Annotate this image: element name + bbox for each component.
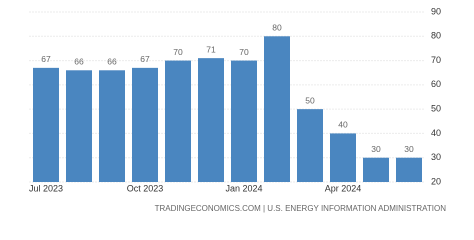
- x-tick-label: Jul 2023: [29, 183, 63, 193]
- value-label: 70: [239, 47, 249, 57]
- y-tick-label: 50: [431, 104, 441, 114]
- bar: [99, 70, 125, 182]
- bar: [264, 36, 290, 183]
- value-label: 50: [305, 95, 315, 105]
- y-tick-label: 20: [431, 176, 441, 186]
- value-label: 71: [206, 44, 216, 54]
- bar: [396, 157, 422, 182]
- bar: [363, 157, 389, 182]
- y-tick-label: 30: [431, 152, 441, 162]
- value-label: 67: [140, 54, 150, 64]
- x-tick-label: Oct 2023: [127, 183, 164, 193]
- value-label: 67: [41, 54, 51, 64]
- bar: [297, 109, 323, 182]
- bar: [66, 70, 92, 182]
- bar: [330, 133, 356, 182]
- y-tick-label: 90: [431, 6, 441, 16]
- bar: [231, 60, 257, 183]
- value-label: 70: [173, 47, 183, 57]
- bar: [33, 67, 59, 182]
- source-note: TRADINGECONOMICS.COM | U.S. ENERGY INFOR…: [155, 204, 447, 213]
- page: {"chart_data": {"type": "bar", "categori…: [28, 6, 447, 214]
- value-label: 30: [404, 144, 414, 154]
- y-tick-label: 60: [431, 79, 441, 89]
- value-label: 30: [371, 144, 381, 154]
- y-tick-label: 70: [431, 55, 441, 65]
- bar: [198, 58, 224, 183]
- y-tick-label: 80: [431, 31, 441, 41]
- value-label: 66: [74, 57, 84, 67]
- bar: [165, 60, 191, 183]
- value-label: 80: [272, 23, 282, 33]
- x-tick-label: Jan 2024: [225, 183, 262, 193]
- y-tick-label: 40: [431, 128, 441, 138]
- bar: [132, 67, 158, 182]
- x-tick-label: Apr 2024: [325, 183, 362, 193]
- chart: TRADINGECONOMICS.COM | U.S. ENERGY INFOR…: [29, 6, 447, 213]
- value-label: 40: [338, 120, 348, 130]
- value-label: 66: [107, 57, 117, 67]
